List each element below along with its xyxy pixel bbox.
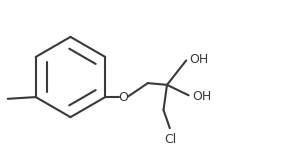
Text: Cl: Cl [164, 133, 177, 146]
Text: OH: OH [190, 52, 209, 66]
Text: OH: OH [192, 90, 211, 103]
Text: O: O [118, 91, 128, 104]
